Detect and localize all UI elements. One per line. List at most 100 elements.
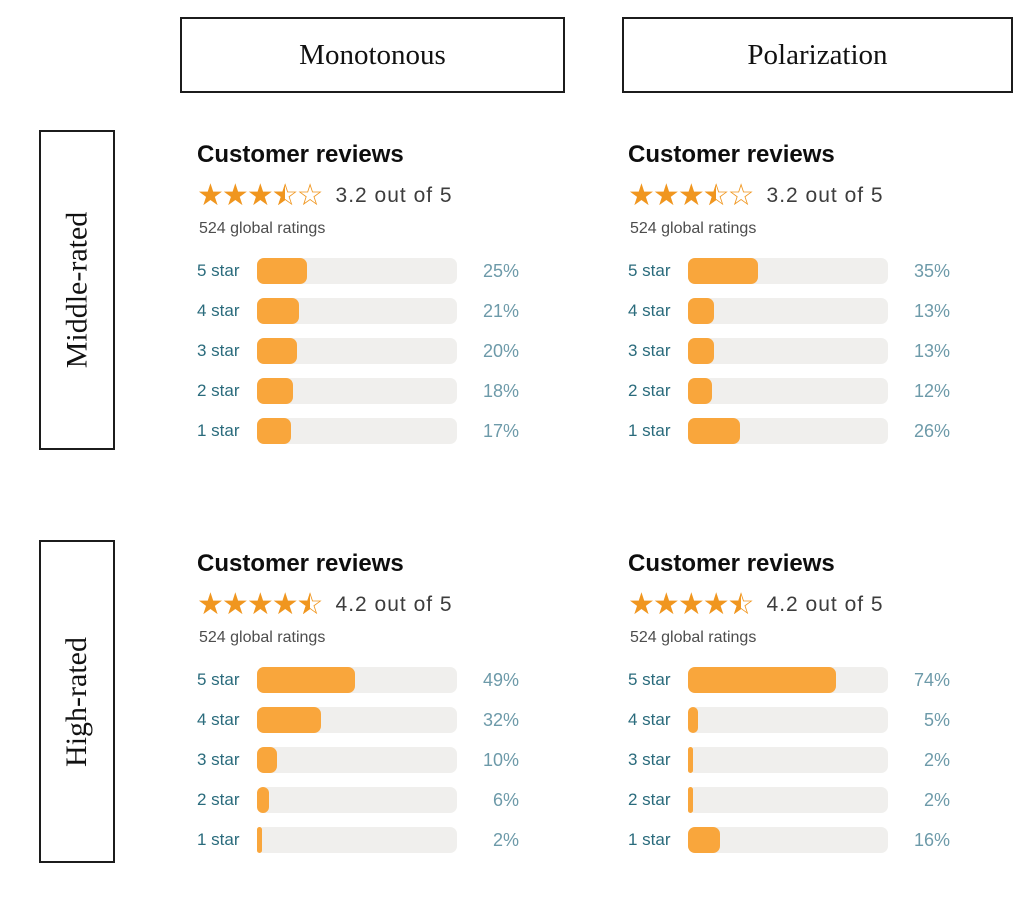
- star-level-link[interactable]: 5 star: [197, 261, 240, 280]
- rating-percent-link[interactable]: 2%: [923, 749, 950, 770]
- rating-bar-track: [257, 418, 457, 444]
- star-full-icon: ★: [702, 588, 730, 621]
- star-level-link[interactable]: 5 star: [628, 670, 671, 689]
- star-level-link[interactable]: 2 star: [197, 381, 240, 400]
- rating-bar-track: [688, 338, 888, 364]
- star-full-icon: ★: [197, 179, 224, 212]
- rating-bar-track: [257, 338, 457, 364]
- row-header-middle-rated: Middle-rated: [39, 130, 115, 450]
- rating-percent-link[interactable]: 74%: [913, 669, 950, 690]
- rating-percent-link[interactable]: 21%: [482, 300, 519, 321]
- star-level-link[interactable]: 5 star: [197, 670, 240, 689]
- star-rating: ★★★★☆★: [197, 588, 324, 621]
- column-header-label: Polarization: [747, 38, 888, 71]
- rating-bar-fill: [688, 338, 714, 364]
- star-level-link[interactable]: 4 star: [628, 710, 671, 729]
- star-level-link[interactable]: 2 star: [628, 381, 671, 400]
- panel-title: Customer reviews: [197, 141, 404, 168]
- rating-percent-link[interactable]: 13%: [913, 300, 950, 321]
- star-level-link[interactable]: 3 star: [197, 750, 240, 769]
- rating-bar-fill: [688, 378, 712, 404]
- rating-text: 3.2 out of 5: [766, 184, 884, 207]
- rating-percent-link[interactable]: 25%: [482, 260, 519, 281]
- star-level-link[interactable]: 1 star: [628, 421, 671, 440]
- star-level-link[interactable]: 3 star: [628, 341, 671, 360]
- rating-percent-link[interactable]: 26%: [913, 420, 950, 441]
- star-level-link[interactable]: 4 star: [197, 710, 240, 729]
- rating-percent-link[interactable]: 6%: [492, 789, 519, 810]
- star-level-link[interactable]: 4 star: [197, 301, 240, 320]
- rating-percent-link[interactable]: 17%: [482, 420, 519, 441]
- rating-bar-row-4star: 4 star 21%: [197, 298, 519, 324]
- star-rating: ★★★★☆★: [628, 588, 755, 621]
- rating-bars: 5 star 49% 4 star 32% 3 star 10% 2 star …: [197, 667, 519, 853]
- rating-bar-fill: [688, 747, 693, 773]
- row-header-high-rated: High-rated: [39, 540, 115, 863]
- rating-percent-link[interactable]: 18%: [482, 380, 519, 401]
- rating-bar-track: [257, 787, 457, 813]
- rating-bars: 5 star 35% 4 star 13% 3 star 13% 2 star …: [628, 258, 950, 444]
- star-rating: ★★★☆★☆: [628, 179, 755, 212]
- rating-bar-fill: [688, 827, 720, 853]
- star-level-link[interactable]: 4 star: [628, 301, 671, 320]
- rating-summary: ★★★★☆★ 4.2 out of 5: [628, 590, 950, 620]
- rating-bar-track: [688, 747, 888, 773]
- star-full-icon: ★: [271, 588, 299, 621]
- rating-bar-fill: [688, 298, 714, 324]
- rating-percent-link[interactable]: 13%: [913, 340, 950, 361]
- star-half-icon: ☆★: [271, 179, 299, 212]
- rating-percent-link[interactable]: 10%: [482, 749, 519, 770]
- rating-percent-link[interactable]: 35%: [913, 260, 950, 281]
- star-full-icon: ★: [652, 179, 680, 212]
- star-level-link[interactable]: 2 star: [197, 790, 240, 809]
- row-header-label: High-rated: [60, 636, 94, 767]
- rating-percent-link[interactable]: 5%: [923, 709, 950, 730]
- column-header-label: Monotonous: [299, 38, 446, 71]
- star-level-link[interactable]: 5 star: [628, 261, 671, 280]
- review-panel-middle-monotonous: Customer reviews ★★★☆★☆ 3.2 out of 5 524…: [197, 141, 519, 458]
- rating-bar-row-2star: 2 star 12%: [628, 378, 950, 404]
- rating-percent-link[interactable]: 20%: [482, 340, 519, 361]
- rating-bar-fill: [688, 667, 836, 693]
- rating-bar-track: [257, 298, 457, 324]
- column-header-polarization: Polarization: [622, 17, 1013, 93]
- rating-percent-link[interactable]: 49%: [482, 669, 519, 690]
- rating-text: 4.2 out of 5: [766, 593, 884, 616]
- rating-percent-link[interactable]: 16%: [913, 829, 950, 850]
- star-full-icon: ★: [246, 588, 274, 621]
- rating-bar-track: [257, 707, 457, 733]
- rating-bar-row-5star: 5 star 25%: [197, 258, 519, 284]
- rating-text: 4.2 out of 5: [335, 593, 453, 616]
- global-ratings-count: 524 global ratings: [199, 220, 326, 237]
- star-level-link[interactable]: 3 star: [628, 750, 671, 769]
- star-full-icon: ★: [221, 179, 249, 212]
- star-full-icon: ★: [652, 588, 680, 621]
- rating-bars: 5 star 25% 4 star 21% 3 star 20% 2 star …: [197, 258, 519, 444]
- star-level-link[interactable]: 2 star: [628, 790, 671, 809]
- rating-bar-fill: [257, 338, 297, 364]
- rating-bars: 5 star 74% 4 star 5% 3 star 2% 2 star 2%…: [628, 667, 950, 853]
- star-level-link[interactable]: 3 star: [197, 341, 240, 360]
- rating-bar-track: [688, 298, 888, 324]
- star-level-link[interactable]: 1 star: [197, 830, 240, 849]
- star-level-link[interactable]: 1 star: [197, 421, 240, 440]
- rating-percent-link[interactable]: 2%: [492, 829, 519, 850]
- global-ratings-count: 524 global ratings: [630, 629, 757, 646]
- rating-percent-link[interactable]: 2%: [923, 789, 950, 810]
- rating-bar-row-2star: 2 star 6%: [197, 787, 519, 813]
- star-full-icon: ★: [197, 588, 224, 621]
- rating-bar-row-3star: 3 star 20%: [197, 338, 519, 364]
- star-half-icon: ☆★: [296, 588, 324, 621]
- rating-bar-row-2star: 2 star 18%: [197, 378, 519, 404]
- rating-bar-track: [688, 707, 888, 733]
- rating-percent-link[interactable]: 32%: [482, 709, 519, 730]
- panel-title: Customer reviews: [628, 550, 835, 577]
- star-level-link[interactable]: 1 star: [628, 830, 671, 849]
- global-ratings-count: 524 global ratings: [199, 629, 326, 646]
- panel-title: Customer reviews: [628, 141, 835, 168]
- rating-bar-track: [257, 827, 457, 853]
- rating-bar-fill: [257, 258, 307, 284]
- rating-percent-link[interactable]: 12%: [913, 380, 950, 401]
- star-half-icon: ☆★: [702, 179, 730, 212]
- rating-bar-row-5star: 5 star 74%: [628, 667, 950, 693]
